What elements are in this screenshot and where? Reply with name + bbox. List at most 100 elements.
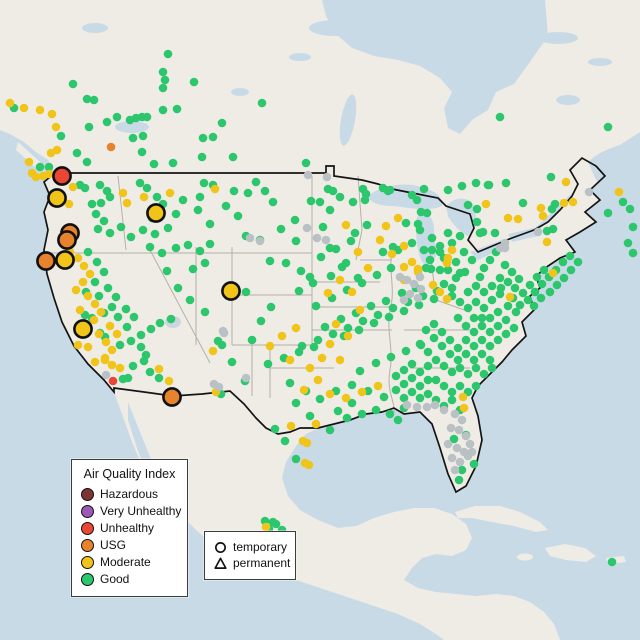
- station-dot-good[interactable]: [221, 201, 231, 211]
- station-dot-good[interactable]: [84, 122, 94, 132]
- station-dot-good[interactable]: [525, 280, 535, 290]
- station-dot-good[interactable]: [385, 185, 395, 195]
- station-dot-moderate[interactable]: [112, 329, 122, 339]
- station-dot-good[interactable]: [152, 192, 162, 202]
- station-dot-good[interactable]: [493, 321, 503, 331]
- station-dot-good[interactable]: [185, 295, 195, 305]
- station-dot-good[interactable]: [469, 459, 479, 469]
- station-dot-moderate[interactable]: [83, 342, 93, 352]
- station-dot-good[interactable]: [386, 352, 396, 362]
- station-dot-good[interactable]: [437, 327, 447, 337]
- station-dot-moderate[interactable]: [513, 214, 523, 224]
- station-dot-good[interactable]: [532, 272, 542, 282]
- station-dot-good[interactable]: [72, 148, 82, 158]
- station-dot-good[interactable]: [495, 273, 505, 283]
- station-dot-moderate[interactable]: [90, 357, 100, 367]
- station-dot-good[interactable]: [160, 75, 170, 85]
- station-dot-good[interactable]: [416, 340, 426, 350]
- station-dot-good[interactable]: [447, 395, 457, 405]
- station-dot-good[interactable]: [503, 277, 513, 287]
- station-dot-good[interactable]: [290, 215, 300, 225]
- station-dot-good[interactable]: [178, 195, 188, 205]
- station-dot-nodata[interactable]: [413, 293, 423, 303]
- station-dot-good[interactable]: [472, 204, 482, 214]
- station-dot-good[interactable]: [429, 319, 439, 329]
- station-dot-moderate[interactable]: [413, 264, 423, 274]
- station-dot-good[interactable]: [158, 105, 168, 115]
- station-dot-good[interactable]: [123, 373, 133, 383]
- station-dot-good[interactable]: [95, 180, 105, 190]
- station-dot-good[interactable]: [495, 289, 505, 299]
- station-dot-nodata[interactable]: [533, 227, 543, 237]
- station-dot-good[interactable]: [539, 265, 549, 275]
- station-dot-moderate[interactable]: [94, 329, 104, 339]
- station-dot-good[interactable]: [199, 178, 209, 188]
- highlight-station-moderate[interactable]: [73, 319, 93, 339]
- station-dot-good[interactable]: [328, 329, 338, 339]
- station-dot-good[interactable]: [401, 346, 411, 356]
- station-dot-good[interactable]: [447, 238, 457, 248]
- station-dot-moderate[interactable]: [387, 249, 397, 259]
- station-dot-moderate[interactable]: [335, 275, 345, 285]
- station-dot-moderate[interactable]: [64, 199, 74, 209]
- station-dot-good[interactable]: [419, 184, 429, 194]
- station-dot-moderate[interactable]: [614, 187, 624, 197]
- station-dot-good[interactable]: [469, 341, 479, 351]
- station-dot-good[interactable]: [347, 398, 357, 408]
- station-dot-good[interactable]: [291, 398, 301, 408]
- station-dot-good[interactable]: [455, 297, 465, 307]
- station-dot-good[interactable]: [247, 335, 257, 345]
- station-dot-good[interactable]: [270, 424, 280, 434]
- station-dot-good[interactable]: [518, 288, 528, 298]
- station-dot-good[interactable]: [477, 321, 487, 331]
- station-dot-good[interactable]: [385, 409, 395, 419]
- station-dot-good[interactable]: [205, 219, 215, 229]
- station-dot-good[interactable]: [337, 262, 347, 272]
- station-dot-good[interactable]: [139, 356, 149, 366]
- station-dot-good[interactable]: [485, 313, 495, 323]
- station-dot-moderate[interactable]: [435, 287, 445, 297]
- station-dot-moderate[interactable]: [442, 258, 452, 268]
- station-dot-good[interactable]: [423, 375, 433, 385]
- station-dot-good[interactable]: [536, 293, 546, 303]
- station-dot-good[interactable]: [415, 381, 425, 391]
- station-dot-good[interactable]: [449, 434, 459, 444]
- station-dot-good[interactable]: [469, 355, 479, 365]
- station-dot-good[interactable]: [257, 98, 267, 108]
- station-dot-moderate[interactable]: [373, 381, 383, 391]
- station-dot-good[interactable]: [623, 238, 633, 248]
- station-dot-good[interactable]: [423, 361, 433, 371]
- station-dot-good[interactable]: [326, 271, 336, 281]
- station-dot-good[interactable]: [431, 355, 441, 365]
- station-dot-nodata[interactable]: [446, 423, 456, 433]
- station-dot-moderate[interactable]: [107, 360, 117, 370]
- station-dot-good[interactable]: [391, 371, 401, 381]
- station-dot-good[interactable]: [445, 349, 455, 359]
- station-dot-nodata[interactable]: [443, 439, 453, 449]
- station-dot-good[interactable]: [628, 248, 638, 258]
- station-dot-good[interactable]: [360, 195, 370, 205]
- station-dot-good[interactable]: [427, 233, 437, 243]
- station-dot-good[interactable]: [463, 287, 473, 297]
- station-dot-good[interactable]: [171, 209, 181, 219]
- station-dot-good[interactable]: [479, 287, 489, 297]
- station-dot-good[interactable]: [369, 318, 379, 328]
- station-dot-good[interactable]: [552, 280, 562, 290]
- station-dot-good[interactable]: [158, 67, 168, 77]
- station-dot-good[interactable]: [407, 359, 417, 369]
- station-dot-good[interactable]: [92, 257, 102, 267]
- station-dot-good[interactable]: [87, 199, 97, 209]
- station-dot-moderate[interactable]: [447, 245, 457, 255]
- station-dot-moderate[interactable]: [428, 280, 438, 290]
- station-dot-moderate[interactable]: [299, 385, 309, 395]
- station-dot-good[interactable]: [463, 200, 473, 210]
- station-dot-good[interactable]: [157, 248, 167, 258]
- station-dot-nodata[interactable]: [312, 233, 322, 243]
- station-dot-good[interactable]: [265, 256, 275, 266]
- station-dot-good[interactable]: [514, 274, 524, 284]
- station-dot-good[interactable]: [414, 300, 424, 310]
- station-dot-good[interactable]: [435, 265, 445, 275]
- station-dot-nodata[interactable]: [409, 279, 419, 289]
- station-dot-good[interactable]: [227, 357, 237, 367]
- station-dot-good[interactable]: [189, 77, 199, 87]
